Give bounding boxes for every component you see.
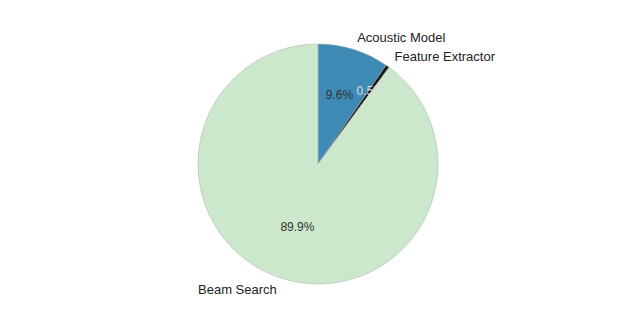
svg-text:0.5%: 0.5% bbox=[357, 84, 385, 98]
svg-text:Acoustic Model: Acoustic Model bbox=[357, 30, 445, 45]
svg-text:Beam Search: Beam Search bbox=[198, 282, 277, 297]
svg-text:89.9%: 89.9% bbox=[280, 220, 314, 234]
svg-text:Feature Extractor: Feature Extractor bbox=[395, 49, 496, 64]
svg-text:9.6%: 9.6% bbox=[326, 88, 354, 102]
